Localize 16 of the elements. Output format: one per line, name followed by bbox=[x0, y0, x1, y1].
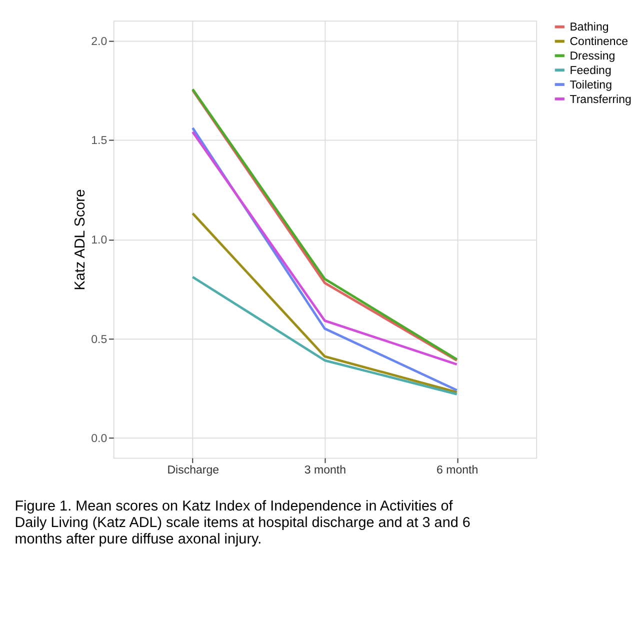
legend-label: Feeding bbox=[570, 64, 612, 77]
legend-label: Transferring bbox=[570, 94, 632, 106]
y-tick-label: 0.0 bbox=[91, 433, 108, 446]
legend-label: Toileting bbox=[570, 79, 612, 92]
y-tick-label: 2.0 bbox=[91, 36, 108, 48]
legend-label: Continence bbox=[570, 36, 628, 48]
caption: Figure 1. Mean scores on Katz Index of Independence in Activities of Daily Living (Katz ADL) scale items at hospital discharge and at 3 and 6 months after pure diffuse axonal injury. bbox=[14, 498, 470, 548]
y-tick-label: 0.5 bbox=[91, 334, 108, 346]
legend-label: Bathing bbox=[570, 22, 609, 34]
x-tick-label: 6 month bbox=[436, 464, 478, 477]
y-tick-label: 1.0 bbox=[91, 234, 108, 247]
legend-label: Dressing bbox=[570, 50, 616, 63]
y-tick-label: 1.5 bbox=[91, 135, 108, 148]
x-tick-label: 3 month bbox=[304, 464, 346, 477]
y-axis-title: Katz ADL Score bbox=[72, 189, 88, 290]
x-tick-label: Discharge bbox=[167, 464, 220, 477]
